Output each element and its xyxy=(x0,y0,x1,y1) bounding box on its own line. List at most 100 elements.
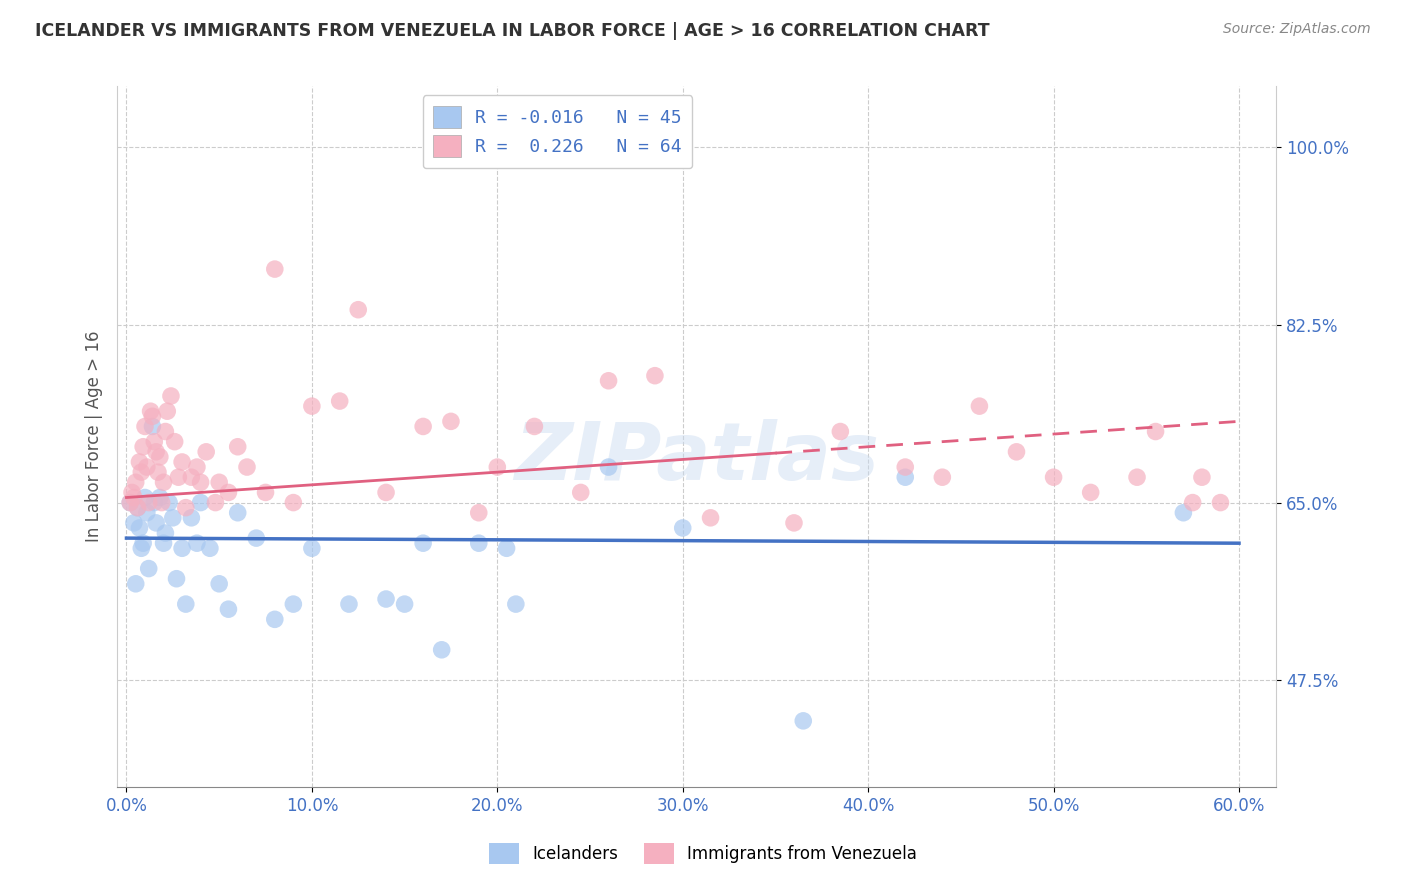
Point xyxy=(375,485,398,500)
Point xyxy=(894,470,917,484)
Point xyxy=(236,460,259,475)
Point xyxy=(152,475,174,490)
Point xyxy=(174,500,197,515)
Point xyxy=(180,470,202,484)
Point xyxy=(486,460,509,475)
Point xyxy=(146,465,169,479)
Point xyxy=(468,536,491,550)
Point xyxy=(1173,506,1195,520)
Text: Source: ZipAtlas.com: Source: ZipAtlas.com xyxy=(1223,22,1371,37)
Point xyxy=(157,495,180,509)
Point xyxy=(217,602,239,616)
Point xyxy=(644,368,666,383)
Point xyxy=(163,434,186,449)
Point xyxy=(152,536,174,550)
Point xyxy=(375,592,398,607)
Point xyxy=(430,642,453,657)
Point xyxy=(347,302,370,317)
Point xyxy=(1181,495,1204,509)
Point xyxy=(830,425,852,439)
Point xyxy=(1144,425,1167,439)
Point xyxy=(160,389,183,403)
Point xyxy=(523,419,546,434)
Point xyxy=(412,536,434,550)
Point xyxy=(440,414,463,428)
Point xyxy=(149,491,172,505)
Point xyxy=(125,576,148,591)
Point xyxy=(122,491,145,505)
Point xyxy=(143,495,166,509)
Point xyxy=(301,541,323,556)
Point xyxy=(121,485,143,500)
Point xyxy=(167,470,190,484)
Point xyxy=(894,460,917,475)
Point xyxy=(598,374,620,388)
Point xyxy=(149,450,172,464)
Point xyxy=(1005,445,1028,459)
Point xyxy=(208,576,231,591)
Point xyxy=(569,485,592,500)
Point xyxy=(186,536,208,550)
Point xyxy=(217,485,239,500)
Point xyxy=(141,409,163,424)
Point xyxy=(301,399,323,413)
Point xyxy=(1126,470,1149,484)
Point xyxy=(1080,485,1102,500)
Point xyxy=(174,597,197,611)
Legend: R = -0.016   N = 45, R =  0.226   N = 64: R = -0.016 N = 45, R = 0.226 N = 64 xyxy=(423,95,693,169)
Point xyxy=(329,394,352,409)
Point xyxy=(792,714,814,728)
Point xyxy=(129,541,152,556)
Point xyxy=(139,404,162,418)
Point xyxy=(145,445,167,459)
Point xyxy=(468,506,491,520)
Point xyxy=(283,597,305,611)
Point xyxy=(128,521,150,535)
Point xyxy=(180,511,202,525)
Point xyxy=(120,495,142,509)
Legend: Icelanders, Immigrants from Venezuela: Icelanders, Immigrants from Venezuela xyxy=(482,837,924,871)
Point xyxy=(208,475,231,490)
Point xyxy=(122,516,145,530)
Point xyxy=(783,516,806,530)
Point xyxy=(129,465,152,479)
Point xyxy=(186,460,208,475)
Point xyxy=(263,262,285,277)
Point xyxy=(394,597,416,611)
Point xyxy=(127,500,149,515)
Point xyxy=(699,511,721,525)
Point xyxy=(132,536,155,550)
Point xyxy=(1042,470,1064,484)
Point xyxy=(505,597,527,611)
Point xyxy=(134,419,156,434)
Point xyxy=(226,506,249,520)
Point xyxy=(172,455,194,469)
Point xyxy=(195,445,218,459)
Point xyxy=(132,440,155,454)
Point xyxy=(145,516,167,530)
Y-axis label: In Labor Force | Age > 16: In Labor Force | Age > 16 xyxy=(86,331,103,542)
Point xyxy=(127,500,149,515)
Point xyxy=(969,399,991,413)
Point xyxy=(598,460,620,475)
Point xyxy=(931,470,953,484)
Point xyxy=(128,455,150,469)
Point xyxy=(412,419,434,434)
Point xyxy=(495,541,517,556)
Point xyxy=(283,495,305,509)
Point xyxy=(125,475,148,490)
Point xyxy=(672,521,695,535)
Point xyxy=(120,495,142,509)
Point xyxy=(204,495,226,509)
Point xyxy=(1209,495,1232,509)
Point xyxy=(138,495,160,509)
Point xyxy=(166,572,188,586)
Text: ICELANDER VS IMMIGRANTS FROM VENEZUELA IN LABOR FORCE | AGE > 16 CORRELATION CHA: ICELANDER VS IMMIGRANTS FROM VENEZUELA I… xyxy=(35,22,990,40)
Point xyxy=(190,495,212,509)
Point xyxy=(162,511,184,525)
Point xyxy=(141,419,163,434)
Point xyxy=(150,495,173,509)
Point xyxy=(155,425,177,439)
Point xyxy=(198,541,221,556)
Point xyxy=(190,475,212,490)
